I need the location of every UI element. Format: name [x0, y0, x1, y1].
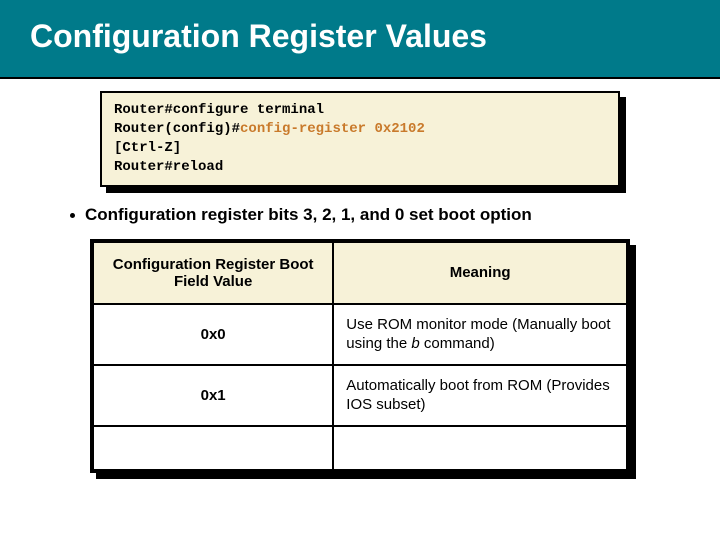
- table-cell-meaning: Automatically boot from ROM (Provides IO…: [333, 365, 627, 426]
- table-header-row: Configuration Register Boot Field Value …: [93, 242, 627, 304]
- table-row: 0x0 Use ROM monitor mode (Manually boot …: [93, 304, 627, 365]
- terminal-line-2: Router(config)#config-register 0x2102: [114, 120, 606, 139]
- terminal-command-highlight: config-register 0x2102: [240, 121, 425, 137]
- bullet-item: Configuration register bits 3, 2, 1, and…: [70, 205, 680, 225]
- terminal-prompt: Router(config)#: [114, 121, 240, 137]
- table-cell-value: 0x1: [93, 365, 333, 426]
- content-area: Router#configure terminal Router(config)…: [0, 79, 720, 493]
- title-bar: Configuration Register Values: [0, 0, 720, 79]
- table-row: 0x1 Automatically boot from ROM (Provide…: [93, 365, 627, 426]
- meaning-text-italic: b: [411, 335, 419, 352]
- terminal-line-1: Router#configure terminal: [114, 101, 606, 120]
- register-table: Configuration Register Boot Field Value …: [92, 241, 628, 471]
- table-row-empty: [93, 426, 627, 470]
- meaning-text-post: command): [420, 335, 495, 352]
- table-header-value: Configuration Register Boot Field Value: [93, 242, 333, 304]
- table-cell-empty: [93, 426, 333, 470]
- table-cell-value: 0x0: [93, 304, 333, 365]
- table-header-meaning: Meaning: [333, 242, 627, 304]
- bullet-dot-icon: [70, 213, 75, 218]
- bullet-text: Configuration register bits 3, 2, 1, and…: [85, 205, 532, 225]
- meaning-text-pre: Automatically boot from ROM (Provides IO…: [346, 377, 609, 414]
- table-cell-empty: [333, 426, 627, 470]
- page-title: Configuration Register Values: [30, 18, 690, 55]
- terminal-line-4: Router#reload: [114, 158, 606, 177]
- register-table-wrap: Configuration Register Boot Field Value …: [90, 239, 630, 473]
- terminal-line-3: [Ctrl-Z]: [114, 139, 606, 158]
- terminal-output: Router#configure terminal Router(config)…: [100, 91, 620, 187]
- table-cell-meaning: Use ROM monitor mode (Manually boot usin…: [333, 304, 627, 365]
